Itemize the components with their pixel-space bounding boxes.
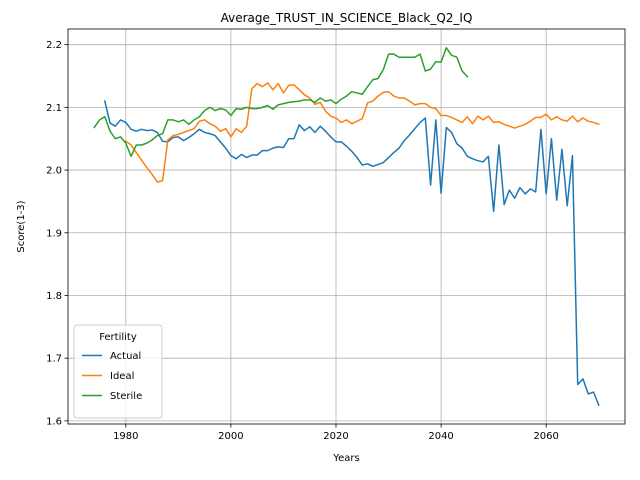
y-axis-ticks: 1.6 1.7 1.8 1.9 2.0 2.1 2.2	[46, 40, 68, 427]
series-line-actual	[103, 100, 600, 407]
plot-frame	[67, 28, 626, 425]
x-tick-label: 2060	[533, 431, 558, 442]
series-lines	[93, 47, 600, 407]
x-tick-label: 2020	[323, 431, 348, 442]
y-tick-label: 1.9	[46, 228, 62, 239]
x-tick-label: 2000	[218, 431, 243, 442]
y-axis-title: Score(1-3)	[16, 200, 27, 252]
y-tick-label: 1.6	[46, 416, 62, 427]
legend: Fertility Actual Ideal Sterile	[73, 324, 163, 419]
y-tick-label: 2.2	[46, 40, 62, 51]
x-tick-label: 2040	[428, 431, 453, 442]
legend-label-ideal: Ideal	[110, 371, 134, 382]
y-tick-label: 2.1	[46, 103, 62, 114]
legend-label-actual: Actual	[110, 351, 141, 362]
y-tick-label: 1.7	[46, 354, 62, 365]
y-tick-label: 1.8	[46, 291, 62, 302]
grid	[68, 29, 625, 424]
y-tick-label: 2.0	[46, 166, 62, 177]
legend-title: Fertility	[99, 332, 137, 343]
x-axis-ticks: 1980 2000 2020 2040 2060	[113, 424, 559, 442]
legend-items: Actual Ideal Sterile	[82, 351, 142, 402]
chart-title: Average_TRUST_IN_SCIENCE_Black_Q2_IQ	[221, 11, 473, 25]
x-tick-label: 1980	[113, 431, 138, 442]
series-line-sterile	[93, 47, 469, 158]
legend-label-sterile: Sterile	[110, 391, 142, 402]
x-axis-title: Years	[332, 453, 359, 464]
series-line-ideal	[124, 82, 600, 183]
